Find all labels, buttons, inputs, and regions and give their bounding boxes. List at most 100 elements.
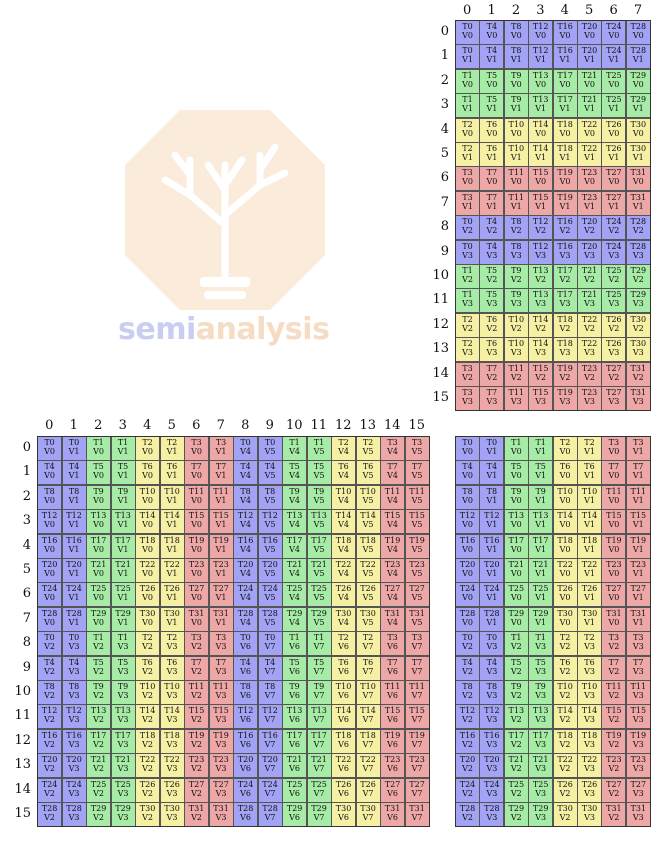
layout-cell: T16 V4	[233, 533, 259, 559]
thread-id: T9	[117, 486, 129, 496]
layout-cell: T4 V1	[479, 460, 505, 486]
value-id: V3	[486, 250, 498, 260]
layout-cell: T2 V1	[455, 142, 480, 167]
value-id: V3	[535, 764, 547, 774]
layout-cell: T9 V1	[528, 484, 554, 510]
value-id: V0	[535, 177, 547, 187]
value-id: V2	[142, 666, 153, 676]
value-id: V4	[289, 569, 300, 578]
thread-id: T28	[66, 608, 82, 618]
layout-cell: T28 V2	[625, 215, 651, 241]
thread-id: T13	[286, 511, 303, 521]
layout-cell: T20 V2	[37, 753, 63, 779]
value-id: V4	[338, 447, 349, 456]
value-id: V1	[608, 55, 620, 65]
value-id: V7	[362, 788, 374, 798]
layout-cell: T25 V0	[86, 582, 112, 608]
value-id: V2	[584, 323, 595, 333]
value-id: V7	[362, 642, 374, 652]
layout-cell: T15 V1	[625, 509, 651, 535]
value-id: V3	[535, 666, 547, 676]
value-id: V3	[608, 348, 620, 358]
value-id: V6	[240, 788, 251, 798]
value-id: V0	[44, 544, 55, 554]
value-id: V0	[93, 569, 104, 578]
layout-cell: T7 V1	[479, 190, 505, 216]
value-id: V1	[486, 495, 498, 505]
value-id: V1	[632, 544, 644, 554]
layout-cell: T29 V3	[528, 802, 554, 827]
value-id: V1	[559, 55, 571, 65]
thread-id: T4	[486, 657, 498, 667]
row-label: 3	[440, 97, 449, 113]
layout-cell: T14 V2	[552, 704, 578, 730]
value-id: V2	[462, 226, 473, 236]
thread-id: T30	[360, 804, 376, 813]
row-label: 5	[440, 146, 449, 161]
value-id: V3	[559, 250, 571, 260]
thread-id: T21	[115, 560, 131, 569]
layout-cell: T24 V7	[257, 777, 283, 803]
layout-cell: T11 V2	[503, 361, 529, 387]
value-id: V0	[608, 471, 620, 481]
thread-id: T10	[508, 339, 525, 349]
thread-id: T11	[606, 682, 622, 691]
value-id: V6	[289, 739, 300, 749]
value-id: V2	[608, 642, 620, 652]
layout-cell: T7 V2	[184, 655, 210, 681]
column-label: 5	[585, 3, 594, 18]
thread-id: T28	[41, 804, 58, 813]
column-label: 12	[334, 418, 352, 433]
layout-cell: T29 V3	[625, 288, 651, 314]
thread-id: T20	[237, 755, 254, 765]
value-id: V4	[289, 544, 300, 554]
thread-id: T24	[606, 241, 622, 251]
layout-cell: T21 V6	[282, 753, 308, 779]
value-id: V1	[166, 447, 178, 456]
value-id: V1	[68, 617, 80, 627]
value-id: V4	[240, 520, 251, 530]
thread-id: T4	[68, 462, 80, 472]
value-id: V6	[240, 642, 251, 652]
thread-id: T20	[41, 755, 58, 765]
value-id: V0	[142, 471, 153, 481]
thread-id: T12	[66, 511, 82, 521]
layout-cell: T26 V5	[355, 582, 381, 608]
layout-cell: T8 V6	[233, 680, 259, 705]
thread-id: T3	[462, 388, 473, 397]
layout-cell: T3 V5	[404, 436, 430, 461]
value-id: V2	[510, 226, 522, 236]
thread-id: T20	[459, 560, 476, 569]
thread-id: T5	[535, 657, 546, 667]
layout-cell: T30 V1	[577, 606, 602, 632]
row-label: 7	[440, 194, 449, 210]
layout-cell: T9 V0	[503, 68, 529, 94]
value-id: V2	[559, 323, 571, 333]
layout-cell: T29 V0	[625, 68, 651, 94]
value-id: V2	[462, 642, 473, 652]
value-id: V2	[486, 372, 498, 382]
value-id: V1	[584, 495, 595, 505]
layout-cell: T7 V0	[479, 166, 505, 192]
value-id: V2	[462, 275, 473, 284]
layout-cell: T8 V3	[61, 680, 87, 705]
layout-cell: T23 V2	[577, 361, 602, 387]
value-id: V0	[462, 569, 473, 578]
value-id: V0	[462, 79, 473, 89]
thread-id: T2	[462, 144, 473, 153]
value-id: V1	[117, 569, 129, 578]
value-id: V2	[93, 691, 104, 700]
layout-cell: T23 V2	[184, 753, 210, 779]
value-id: V1	[632, 153, 644, 162]
layout-cell: T26 V2	[601, 312, 627, 338]
layout-cell: T8 V0	[503, 20, 529, 45]
thread-id: T26	[139, 779, 156, 789]
layout-cell: T9 V3	[110, 680, 136, 705]
value-id: V0	[608, 79, 620, 89]
thread-id: T7	[191, 657, 202, 667]
layout-cell: T8 V2	[455, 680, 480, 705]
value-id: V1	[117, 471, 129, 481]
layout-cell: T19 V4	[380, 533, 406, 559]
layout-cell: T22 V3	[577, 337, 602, 363]
layout-cell: T9 V4	[282, 484, 308, 510]
